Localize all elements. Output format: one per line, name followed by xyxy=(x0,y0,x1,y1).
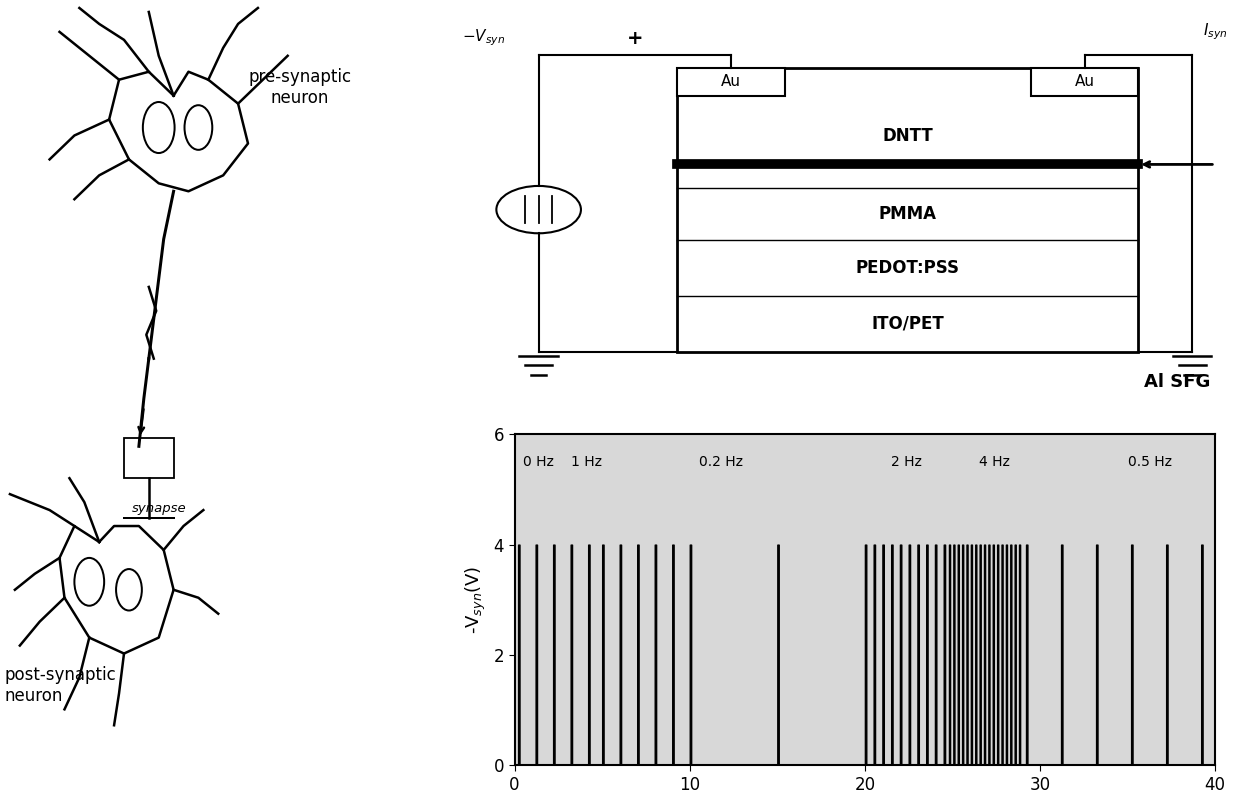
Text: PMMA: PMMA xyxy=(879,205,936,223)
Text: Al SFG: Al SFG xyxy=(1143,373,1210,391)
Text: Au: Au xyxy=(1075,74,1095,89)
Text: synapse: synapse xyxy=(131,502,186,515)
Text: 0.2 Hz: 0.2 Hz xyxy=(698,455,743,469)
Text: 2 Hz: 2 Hz xyxy=(892,455,923,469)
Bar xyxy=(677,68,1138,351)
Text: DNTT: DNTT xyxy=(883,128,932,145)
Bar xyxy=(677,68,785,96)
Bar xyxy=(124,438,174,478)
Y-axis label: -V$_{syn}$(V): -V$_{syn}$(V) xyxy=(464,566,489,634)
Text: +: + xyxy=(626,29,644,48)
Text: 0.5 Hz: 0.5 Hz xyxy=(1127,455,1172,469)
Text: PEDOT:PSS: PEDOT:PSS xyxy=(856,259,960,277)
Text: 0 Hz: 0 Hz xyxy=(523,455,554,469)
Text: pre-synaptic
neuron: pre-synaptic neuron xyxy=(248,69,351,107)
Text: $I_{syn}$: $I_{syn}$ xyxy=(1203,22,1228,42)
Text: 4 Hz: 4 Hz xyxy=(978,455,1009,469)
Text: $-V_{syn}$: $-V_{syn}$ xyxy=(461,28,505,48)
Bar xyxy=(1030,68,1138,96)
Text: post-synaptic
neuron: post-synaptic neuron xyxy=(5,666,117,705)
Text: ITO/PET: ITO/PET xyxy=(872,315,944,332)
Text: Au: Au xyxy=(720,74,740,89)
Text: 1 Hz: 1 Hz xyxy=(570,455,601,469)
